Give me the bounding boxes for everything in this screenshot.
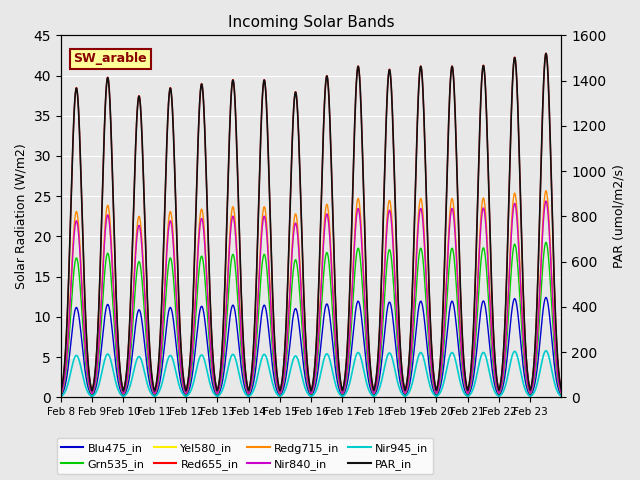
PAR_in bbox=[557, 387, 565, 393]
Nir840_in bbox=[557, 390, 565, 396]
Redg715_in bbox=[542, 188, 550, 194]
Grn535_in bbox=[136, 259, 143, 265]
Yel580_in bbox=[429, 377, 437, 383]
Blu475_in bbox=[57, 393, 65, 398]
Nir840_in bbox=[57, 391, 65, 396]
Nir840_in bbox=[502, 331, 510, 336]
Red655_in bbox=[120, 388, 127, 394]
Redg715_in bbox=[57, 390, 65, 396]
PAR_in bbox=[552, 317, 559, 323]
Blu475_in bbox=[502, 362, 510, 368]
Grn535_in bbox=[57, 392, 65, 397]
Nir945_in bbox=[136, 354, 143, 360]
Line: Yel580_in: Yel580_in bbox=[61, 201, 561, 394]
Red655_in bbox=[289, 132, 296, 138]
Yel580_in bbox=[57, 391, 65, 396]
Grn535_in bbox=[298, 323, 306, 328]
Yel580_in bbox=[289, 245, 296, 251]
Nir945_in bbox=[120, 394, 127, 399]
Yel580_in bbox=[552, 350, 559, 356]
Blu475_in bbox=[429, 386, 437, 392]
Redg715_in bbox=[557, 390, 565, 396]
Yel580_in bbox=[542, 198, 550, 204]
Red655_in bbox=[57, 388, 65, 394]
Nir945_in bbox=[57, 394, 65, 399]
Line: Redg715_in: Redg715_in bbox=[61, 191, 561, 394]
Blu475_in bbox=[289, 318, 296, 324]
Red655_in bbox=[298, 235, 306, 240]
PAR_in bbox=[298, 235, 306, 241]
PAR_in bbox=[429, 364, 437, 370]
Blu475_in bbox=[542, 295, 550, 300]
Red655_in bbox=[542, 50, 550, 56]
Line: Nir840_in: Nir840_in bbox=[61, 201, 561, 394]
Redg715_in bbox=[298, 299, 306, 304]
Yel580_in bbox=[120, 391, 127, 396]
Red655_in bbox=[552, 317, 559, 323]
PAR_in bbox=[57, 388, 65, 394]
Nir945_in bbox=[298, 373, 306, 379]
Y-axis label: Solar Radiation (W/m2): Solar Radiation (W/m2) bbox=[15, 144, 28, 289]
PAR_in bbox=[542, 51, 550, 57]
Nir840_in bbox=[298, 303, 306, 309]
Nir945_in bbox=[542, 348, 550, 354]
Grn535_in bbox=[502, 344, 510, 350]
Nir945_in bbox=[557, 394, 565, 399]
Nir840_in bbox=[289, 245, 296, 251]
Line: Red655_in: Red655_in bbox=[61, 53, 561, 391]
PAR_in bbox=[502, 283, 510, 288]
PAR_in bbox=[120, 388, 127, 394]
PAR_in bbox=[136, 95, 143, 100]
Grn535_in bbox=[552, 360, 559, 365]
Red655_in bbox=[136, 94, 143, 100]
Grn535_in bbox=[429, 381, 437, 387]
Nir840_in bbox=[542, 198, 550, 204]
Nir840_in bbox=[429, 377, 437, 383]
Redg715_in bbox=[136, 214, 143, 220]
Title: Incoming Solar Bands: Incoming Solar Bands bbox=[228, 15, 394, 30]
Line: Grn535_in: Grn535_in bbox=[61, 242, 561, 395]
Line: Nir945_in: Nir945_in bbox=[61, 351, 561, 396]
Y-axis label: PAR (umol/m2/s): PAR (umol/m2/s) bbox=[612, 164, 625, 268]
Nir840_in bbox=[120, 391, 127, 396]
Nir945_in bbox=[552, 384, 559, 390]
Grn535_in bbox=[120, 392, 127, 397]
Legend: Blu475_in, Grn535_in, Yel580_in, Red655_in, Redg715_in, Nir840_in, Nir945_in, PA: Blu475_in, Grn535_in, Yel580_in, Red655_… bbox=[57, 438, 433, 474]
Yel580_in bbox=[136, 223, 143, 229]
Text: SW_arable: SW_arable bbox=[74, 52, 147, 65]
Grn535_in bbox=[557, 391, 565, 397]
Line: Blu475_in: Blu475_in bbox=[61, 298, 561, 396]
Redg715_in bbox=[502, 327, 510, 333]
Redg715_in bbox=[429, 376, 437, 382]
Grn535_in bbox=[542, 240, 550, 245]
Nir840_in bbox=[552, 350, 559, 356]
Yel580_in bbox=[557, 390, 565, 396]
Line: PAR_in: PAR_in bbox=[61, 54, 561, 391]
Redg715_in bbox=[289, 237, 296, 243]
Nir945_in bbox=[502, 379, 510, 385]
Blu475_in bbox=[557, 392, 565, 398]
Blu475_in bbox=[298, 348, 306, 354]
Redg715_in bbox=[552, 348, 559, 353]
Red655_in bbox=[557, 387, 565, 393]
Red655_in bbox=[429, 364, 437, 370]
Grn535_in bbox=[289, 276, 296, 282]
Blu475_in bbox=[136, 307, 143, 313]
Blu475_in bbox=[120, 393, 127, 398]
Nir945_in bbox=[289, 359, 296, 365]
Yel580_in bbox=[298, 303, 306, 309]
Blu475_in bbox=[552, 372, 559, 378]
Nir945_in bbox=[429, 390, 437, 396]
Yel580_in bbox=[502, 331, 510, 336]
Redg715_in bbox=[120, 391, 127, 396]
Nir840_in bbox=[136, 223, 143, 229]
Red655_in bbox=[502, 283, 510, 288]
PAR_in bbox=[289, 133, 296, 139]
